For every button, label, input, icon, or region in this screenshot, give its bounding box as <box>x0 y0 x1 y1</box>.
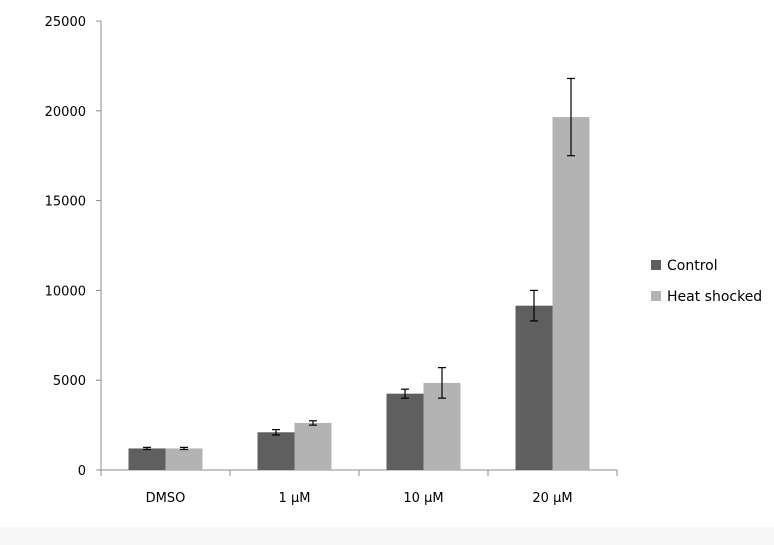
bar <box>386 393 424 470</box>
y-tick-label: 5000 <box>53 374 86 389</box>
y-tick-label: 0 <box>78 464 86 479</box>
bar <box>128 448 166 470</box>
x-tick-label: 10 μM <box>403 491 443 506</box>
x-axis: DMSO 1 μM 10 μM 20 μM <box>100 469 618 506</box>
bar <box>294 422 332 470</box>
bar-chart: 0 5000 10000 15000 20000 25000 DMSO 1 μM 10 μM 2… <box>45 15 763 506</box>
y-axis: 0 5000 10000 15000 20000 25000 <box>45 15 102 479</box>
legend-label: Control <box>667 258 718 274</box>
y-tick-label: 25000 <box>45 15 86 30</box>
legend: Control Heat shocked <box>651 258 762 305</box>
x-tick-label: 20 μM <box>532 491 572 506</box>
legend-swatch <box>651 291 661 301</box>
legend-label: Heat shocked <box>667 289 762 305</box>
y-tick-label: 15000 <box>45 195 86 210</box>
bars <box>128 117 590 470</box>
x-tick-label: DMSO <box>146 491 186 506</box>
bottom-strip <box>0 527 774 545</box>
y-tick-label: 10000 <box>45 284 86 299</box>
bar <box>165 448 203 470</box>
legend-swatch <box>651 260 661 270</box>
y-tick-label: 20000 <box>45 105 86 120</box>
bar <box>515 305 553 470</box>
error-bars <box>143 77 575 451</box>
bar <box>257 432 295 470</box>
bar <box>552 117 590 470</box>
x-tick-label: 1 μM <box>279 491 311 506</box>
